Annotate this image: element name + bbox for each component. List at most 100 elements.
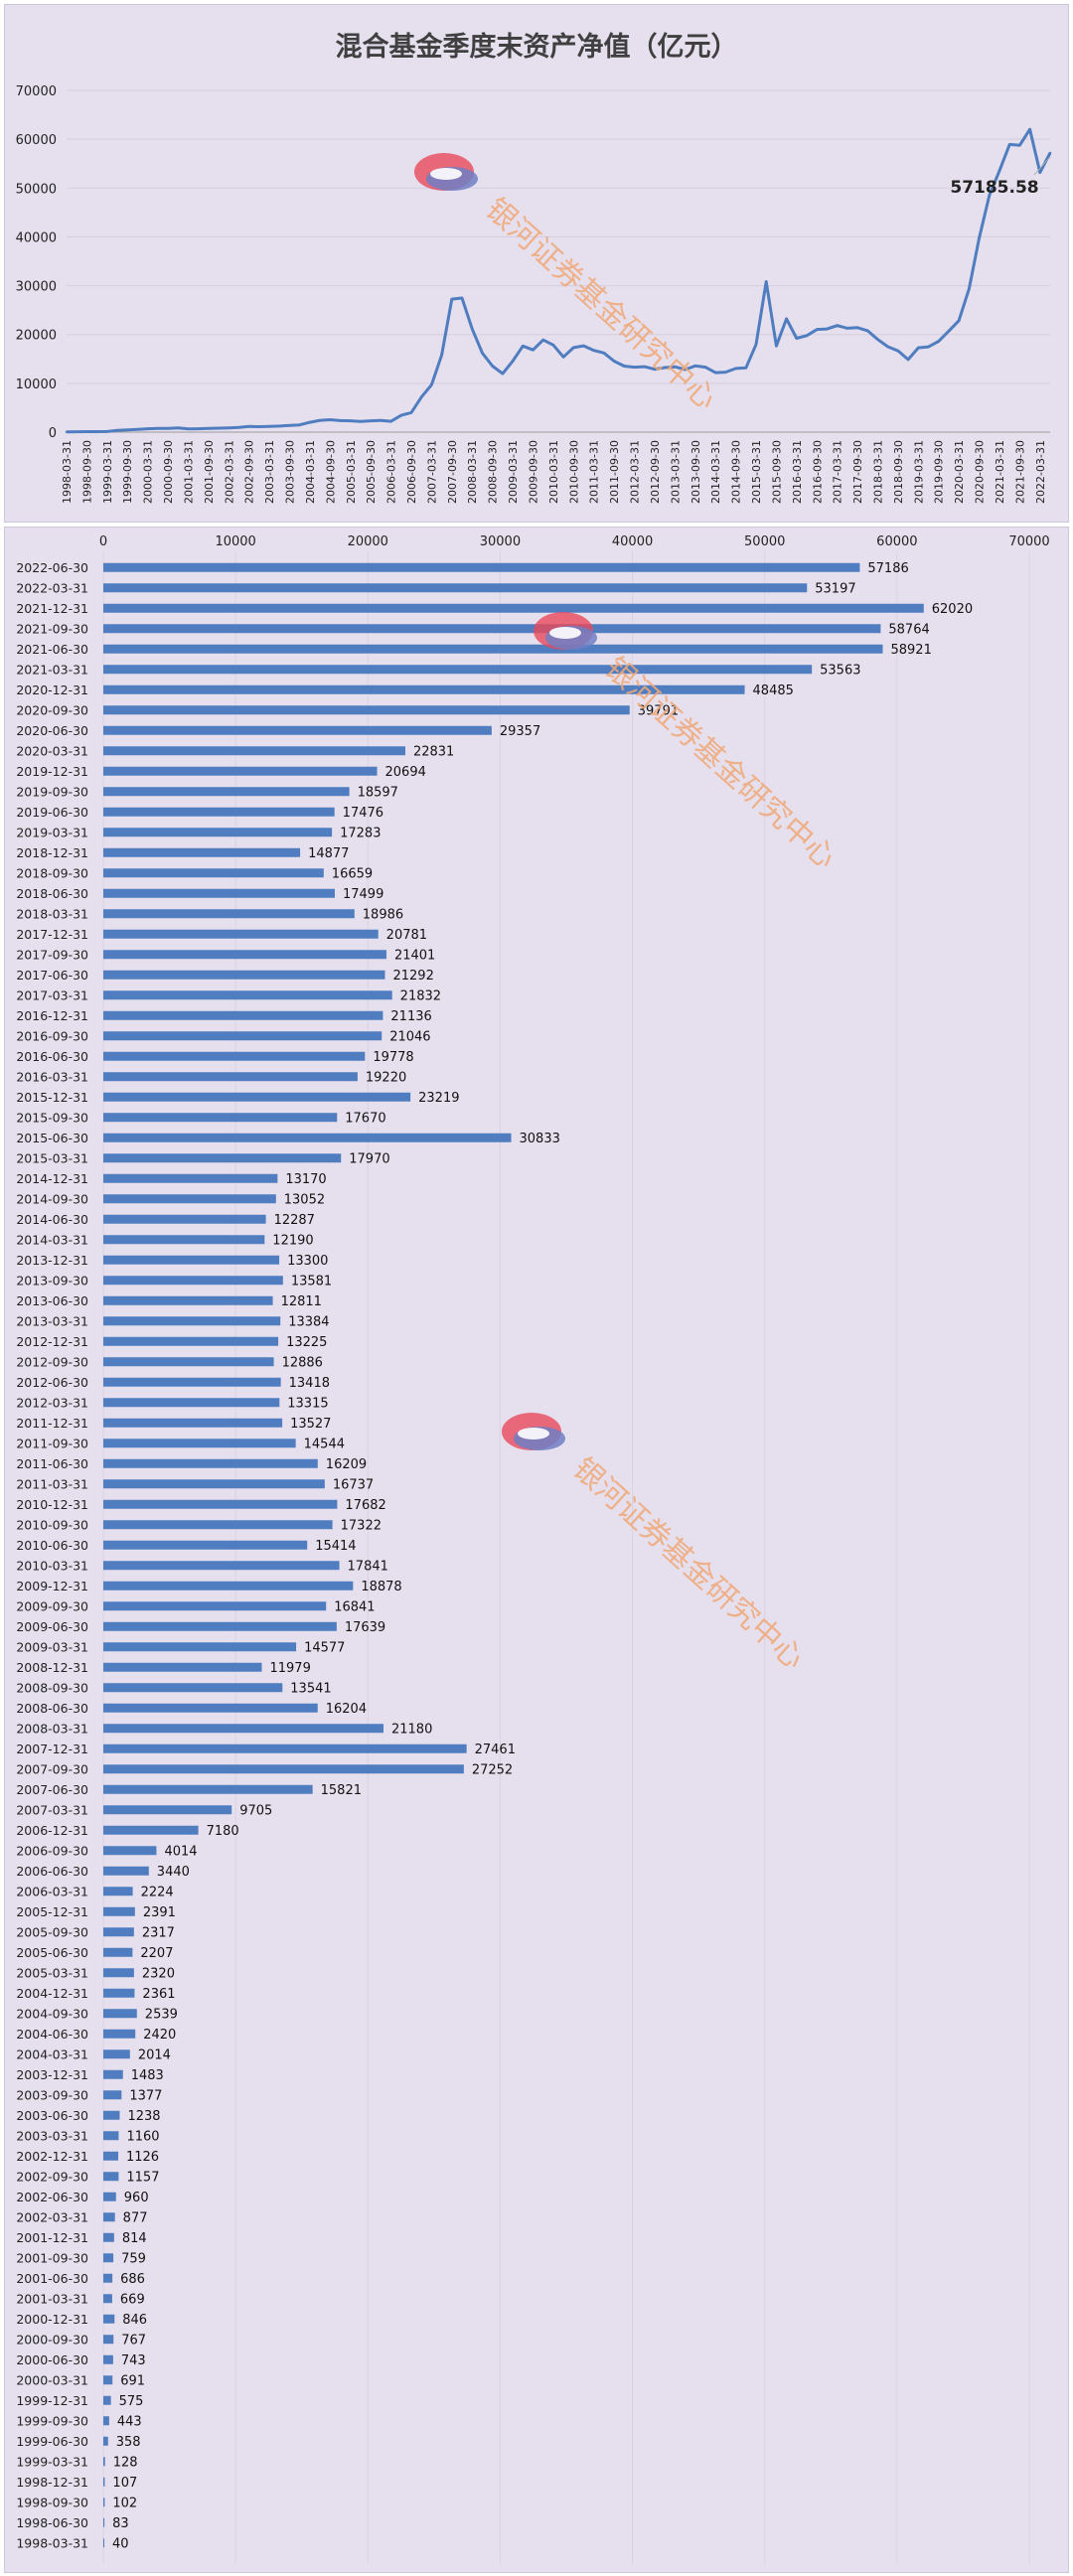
bar-value-label: 40 [112, 2536, 129, 2551]
data-point [805, 334, 809, 338]
category-label: 2021-03-31 [16, 662, 88, 677]
bar-value-label: 83 [112, 2516, 129, 2531]
data-point [572, 346, 575, 350]
bar-value-label: 9705 [239, 1803, 272, 1818]
bar-value-label: 17322 [341, 1518, 382, 1533]
x-tick-label: 2006-09-30 [405, 440, 418, 504]
category-label: 2001-06-30 [16, 2271, 88, 2286]
bar-value-label: 2317 [142, 1925, 175, 1940]
watermark-logo-highlight-icon [518, 1428, 549, 1440]
bar [103, 1906, 135, 1916]
bar [103, 2090, 122, 2100]
category-label: 2018-03-31 [16, 906, 88, 921]
bar-value-label: 691 [120, 2373, 145, 2388]
data-point [876, 338, 879, 341]
x-tick-label: 2014-09-30 [730, 440, 743, 504]
category-label: 2008-06-30 [16, 1701, 88, 1716]
bar-value-label: 1238 [127, 2109, 160, 2124]
data-point [257, 425, 261, 428]
data-point [1028, 128, 1031, 131]
y-tick-label: 50000 [16, 182, 57, 197]
x-tick-label: 2005-03-31 [345, 440, 358, 504]
category-label: 2010-12-31 [16, 1497, 88, 1512]
bar [103, 1418, 283, 1428]
bar [103, 2029, 136, 2039]
category-label: 2009-03-31 [16, 1639, 88, 1654]
x-tick-label: 2003-03-31 [263, 440, 276, 504]
data-point [602, 352, 606, 355]
bar-value-label: 17476 [343, 806, 383, 821]
data-point [633, 366, 636, 369]
bar-value-label: 17639 [345, 1620, 385, 1635]
bar-value-label: 16659 [332, 866, 373, 881]
bar [103, 644, 883, 654]
bar-value-label: 22831 [413, 744, 454, 759]
bar-value-label: 17670 [345, 1111, 385, 1126]
category-label: 2000-12-31 [16, 2312, 88, 2327]
data-point [1018, 144, 1021, 147]
bar [103, 1927, 134, 1937]
bar-value-label: 3440 [157, 1865, 190, 1880]
bar [103, 1743, 467, 1753]
bar-value-label: 15414 [315, 1539, 356, 1554]
category-label: 2007-06-30 [16, 1782, 88, 1797]
data-point [927, 345, 930, 349]
bar [103, 888, 335, 898]
x-tick-label: 2007-09-30 [446, 440, 459, 504]
bar [103, 828, 333, 837]
category-label: 1998-09-30 [16, 2495, 88, 2509]
data-point [166, 427, 170, 430]
category-label: 2004-09-30 [16, 2006, 88, 2021]
x-tick-label: 2003-09-30 [284, 440, 297, 504]
bar [103, 2069, 123, 2079]
bar [103, 1968, 134, 1978]
bar [103, 1520, 333, 1530]
bar [103, 624, 881, 634]
bar-value-label: 1377 [129, 2088, 162, 2103]
category-label: 2015-12-31 [16, 1090, 88, 1105]
data-point [795, 337, 799, 340]
data-point [703, 366, 707, 369]
category-label: 2006-06-30 [16, 1864, 88, 1879]
x-tick-label: 60000 [876, 534, 917, 549]
data-point [592, 349, 595, 352]
category-label: 2019-03-31 [16, 825, 88, 839]
category-label: 2003-12-31 [16, 2067, 88, 2082]
bar [103, 1683, 283, 1693]
bar [103, 725, 492, 735]
category-label: 2002-12-31 [16, 2149, 88, 2164]
category-label: 2016-09-30 [16, 1028, 88, 1043]
bar [103, 1724, 383, 1734]
bar-value-label: 57186 [867, 561, 908, 576]
bar-value-label: 12287 [274, 1213, 315, 1228]
category-label: 2019-09-30 [16, 784, 88, 799]
category-label: 2014-03-31 [16, 1232, 88, 1247]
bar-value-label: 12811 [281, 1294, 322, 1309]
bar-value-label: 2420 [143, 2028, 176, 2043]
bar-value-label: 20694 [385, 765, 426, 780]
bar-value-label: 669 [120, 2292, 145, 2307]
bar [103, 1377, 281, 1387]
bar [103, 2375, 113, 2385]
data-point [278, 424, 281, 428]
bar [103, 1113, 338, 1123]
category-label: 2001-09-30 [16, 2250, 88, 2265]
category-label: 2021-06-30 [16, 642, 88, 657]
data-point [541, 339, 544, 342]
data-point [1038, 171, 1041, 174]
y-tick-label: 30000 [16, 280, 57, 295]
bar-value-label: 18986 [363, 907, 403, 922]
category-label: 2013-03-31 [16, 1313, 88, 1328]
category-label: 2017-06-30 [16, 968, 88, 983]
x-tick-label: 2014-03-31 [709, 440, 722, 504]
y-tick-label: 40000 [16, 230, 57, 245]
x-tick-label: 2004-09-30 [324, 440, 337, 504]
data-point [349, 419, 352, 422]
data-point [471, 327, 474, 331]
bar-value-label: 23219 [418, 1091, 459, 1106]
bar-value-label: 960 [124, 2191, 149, 2205]
data-point [734, 367, 737, 371]
bar [103, 665, 813, 675]
bar-chart: 0 10000 20000 30000 40000 50000 60000 70000 2022… [16, 534, 1050, 2564]
x-tick-label: 2013-09-30 [690, 440, 702, 504]
